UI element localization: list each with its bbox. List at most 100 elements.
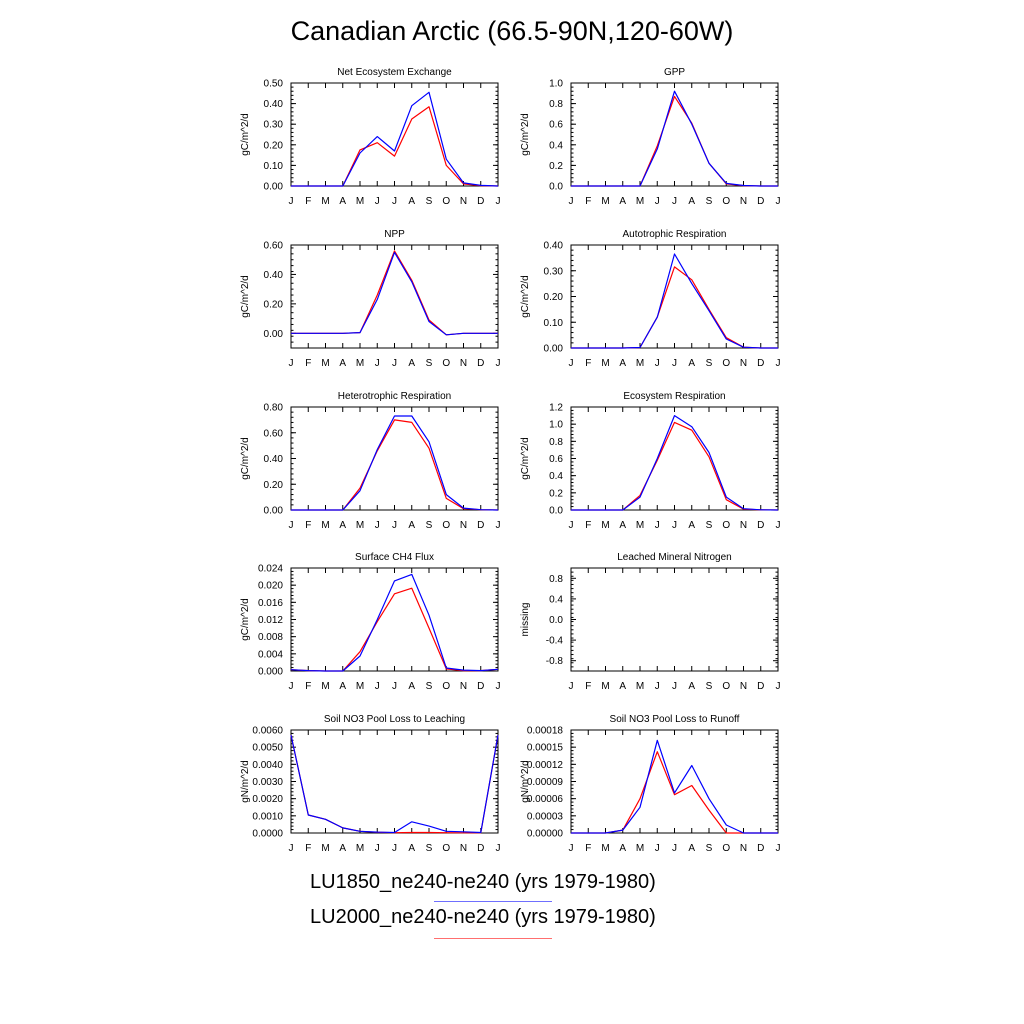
chart-5-ytick-label: 0.2 [549, 488, 563, 499]
chart-1-xtick-label: J [569, 196, 574, 207]
chart-9-xtick-label: A [688, 843, 695, 854]
chart-6-ytick-label: 0.012 [258, 615, 283, 626]
chart-8-xtick-label: J [289, 843, 294, 854]
chart-8-ytick-label: 0.0050 [252, 743, 283, 754]
chart-6-ytick-label: 0.000 [258, 667, 283, 678]
chart-1-xtick-label: M [636, 196, 644, 207]
chart-3-xtick-label: J [672, 358, 677, 369]
chart-0-ytick-label: 0.40 [264, 99, 284, 110]
chart-8-xtick-label: J [392, 843, 397, 854]
chart-1-ytick-label: 0.6 [549, 120, 563, 131]
chart-2-xtick-label: J [392, 358, 397, 369]
chart-5-xtick-label: N [740, 520, 747, 531]
chart-8-xtick-label: A [408, 843, 415, 854]
chart-4-xtick-label: J [375, 520, 380, 531]
chart-8-xtick-label: F [305, 843, 311, 854]
chart-6-series-lu2000 [290, 587, 499, 672]
chart-9-xtick-label: D [757, 843, 764, 854]
chart-9-ytick-label: 0.00012 [527, 760, 564, 771]
chart-8-xtick-label: N [460, 843, 467, 854]
chart-6-ytick-label: 0.016 [258, 598, 283, 609]
chart-9-ytick-label: 0.00006 [527, 794, 564, 805]
chart-2-xtick-label: J [289, 358, 294, 369]
chart-9-ytick-label: 0.00003 [527, 811, 564, 822]
chart-4-xtick-label: N [460, 520, 467, 531]
chart-2-xtick-label: N [460, 358, 467, 369]
chart-7-xtick-label: M [636, 681, 644, 692]
chart-6-title: Surface CH4 Flux [355, 552, 434, 563]
chart-6-xtick-label: M [356, 681, 364, 692]
chart-5-xtick-label: J [569, 520, 574, 531]
chart-7-ytick-label: 0.0 [549, 615, 563, 626]
chart-2-xtick-label: A [339, 358, 346, 369]
chart-2-xtick-label: M [356, 358, 364, 369]
chart-5-ytick-label: 0.8 [549, 437, 563, 448]
chart-1-series-lu1850 [571, 90, 778, 187]
legend-label-lu1850: LU1850_ne240-ne240 (yrs 1979-1980) [310, 871, 656, 893]
chart-0-frame [290, 82, 499, 187]
chart-7-ytick-label: 0.4 [549, 594, 563, 605]
chart-5-ytick-label: 1.0 [549, 420, 563, 431]
chart-0-xtick-label: A [408, 196, 415, 207]
chart-4-series-lu2000 [291, 419, 499, 511]
chart-1-ylabel: gC/m^2/d [520, 113, 531, 156]
chart-5-xtick-label: A [688, 520, 695, 531]
legend-line-lu1850 [434, 901, 552, 902]
chart-4-xtick-label: J [392, 520, 397, 531]
chart-3-ytick-label: 0.10 [544, 318, 564, 329]
chart-7-xtick-label: F [585, 681, 591, 692]
chart-1-series-lu2000 [571, 95, 778, 187]
chart-4-xtick-label: M [321, 520, 329, 531]
chart-7-xtick-label: J [569, 681, 574, 692]
chart-4-ytick-label: 0.40 [264, 454, 284, 465]
chart-5-ytick-label: 0.6 [549, 454, 563, 465]
chart-0-ytick-label: 0.50 [264, 79, 284, 90]
chart-1-xtick-label: A [688, 196, 695, 207]
chart-9-xtick-label: O [722, 843, 730, 854]
chart-3-ytick-label: 0.30 [544, 266, 564, 277]
chart-7-xtick-label: A [688, 681, 695, 692]
chart-4-xtick-label: S [426, 520, 433, 531]
chart-8-xtick-label: D [477, 843, 484, 854]
chart-7-ytick-label: 0.8 [549, 574, 563, 585]
chart-8-xtick-label: S [426, 843, 433, 854]
chart-3-xtick-label: M [601, 358, 609, 369]
chart-5-ytick-label: 1.2 [549, 403, 563, 414]
chart-9-frame [570, 729, 779, 834]
chart-6-ytick-label: 0.008 [258, 632, 283, 643]
chart-2-ytick-label: 0.00 [264, 329, 284, 340]
chart-3-series-lu2000 [571, 266, 778, 349]
chart-1-title: GPP [664, 67, 685, 78]
chart-8-frame [290, 729, 499, 834]
chart-4-ytick-label: 0.60 [264, 428, 284, 439]
chart-6-ytick-label: 0.020 [258, 581, 283, 592]
legend-line-lu2000 [434, 938, 552, 939]
chart-0-xtick-label: O [442, 196, 450, 207]
chart-0-xtick-label: J [375, 196, 380, 207]
chart-2-xtick-label: O [442, 358, 450, 369]
chart-5-xtick-label: A [619, 520, 626, 531]
chart-5-xtick-label: F [585, 520, 591, 531]
chart-1-xtick-label: A [619, 196, 626, 207]
chart-4-xtick-label: J [289, 520, 294, 531]
chart-7-frame [570, 567, 779, 672]
chart-0-xtick-label: J [496, 196, 501, 207]
chart-7-xtick-label: M [601, 681, 609, 692]
chart-9-series-lu1850 [571, 739, 778, 834]
figure-title: Canadian Arctic (66.5-90N,120-60W) [290, 16, 734, 46]
chart-4-ytick-label: 0.20 [264, 480, 284, 491]
chart-6-xtick-label: N [460, 681, 467, 692]
chart-9-xtick-label: J [655, 843, 660, 854]
chart-5-title: Ecosystem Respiration [623, 391, 725, 402]
chart-8-ytick-label: 0.0010 [252, 811, 283, 822]
chart-3-series-lu1850 [571, 253, 778, 349]
chart-0-ylabel: gC/m^2/d [240, 113, 251, 156]
chart-6-xtick-label: A [408, 681, 415, 692]
chart-9-ylabel: gN/m^2/d [520, 760, 531, 803]
chart-8-series-lu1850 [290, 734, 499, 834]
chart-3-xtick-label: D [757, 358, 764, 369]
chart-7-ytick-label: -0.8 [546, 656, 564, 667]
chart-8-ytick-label: 0.0020 [252, 794, 283, 805]
chart-4-xtick-label: J [496, 520, 501, 531]
chart-8-xtick-label: M [321, 843, 329, 854]
